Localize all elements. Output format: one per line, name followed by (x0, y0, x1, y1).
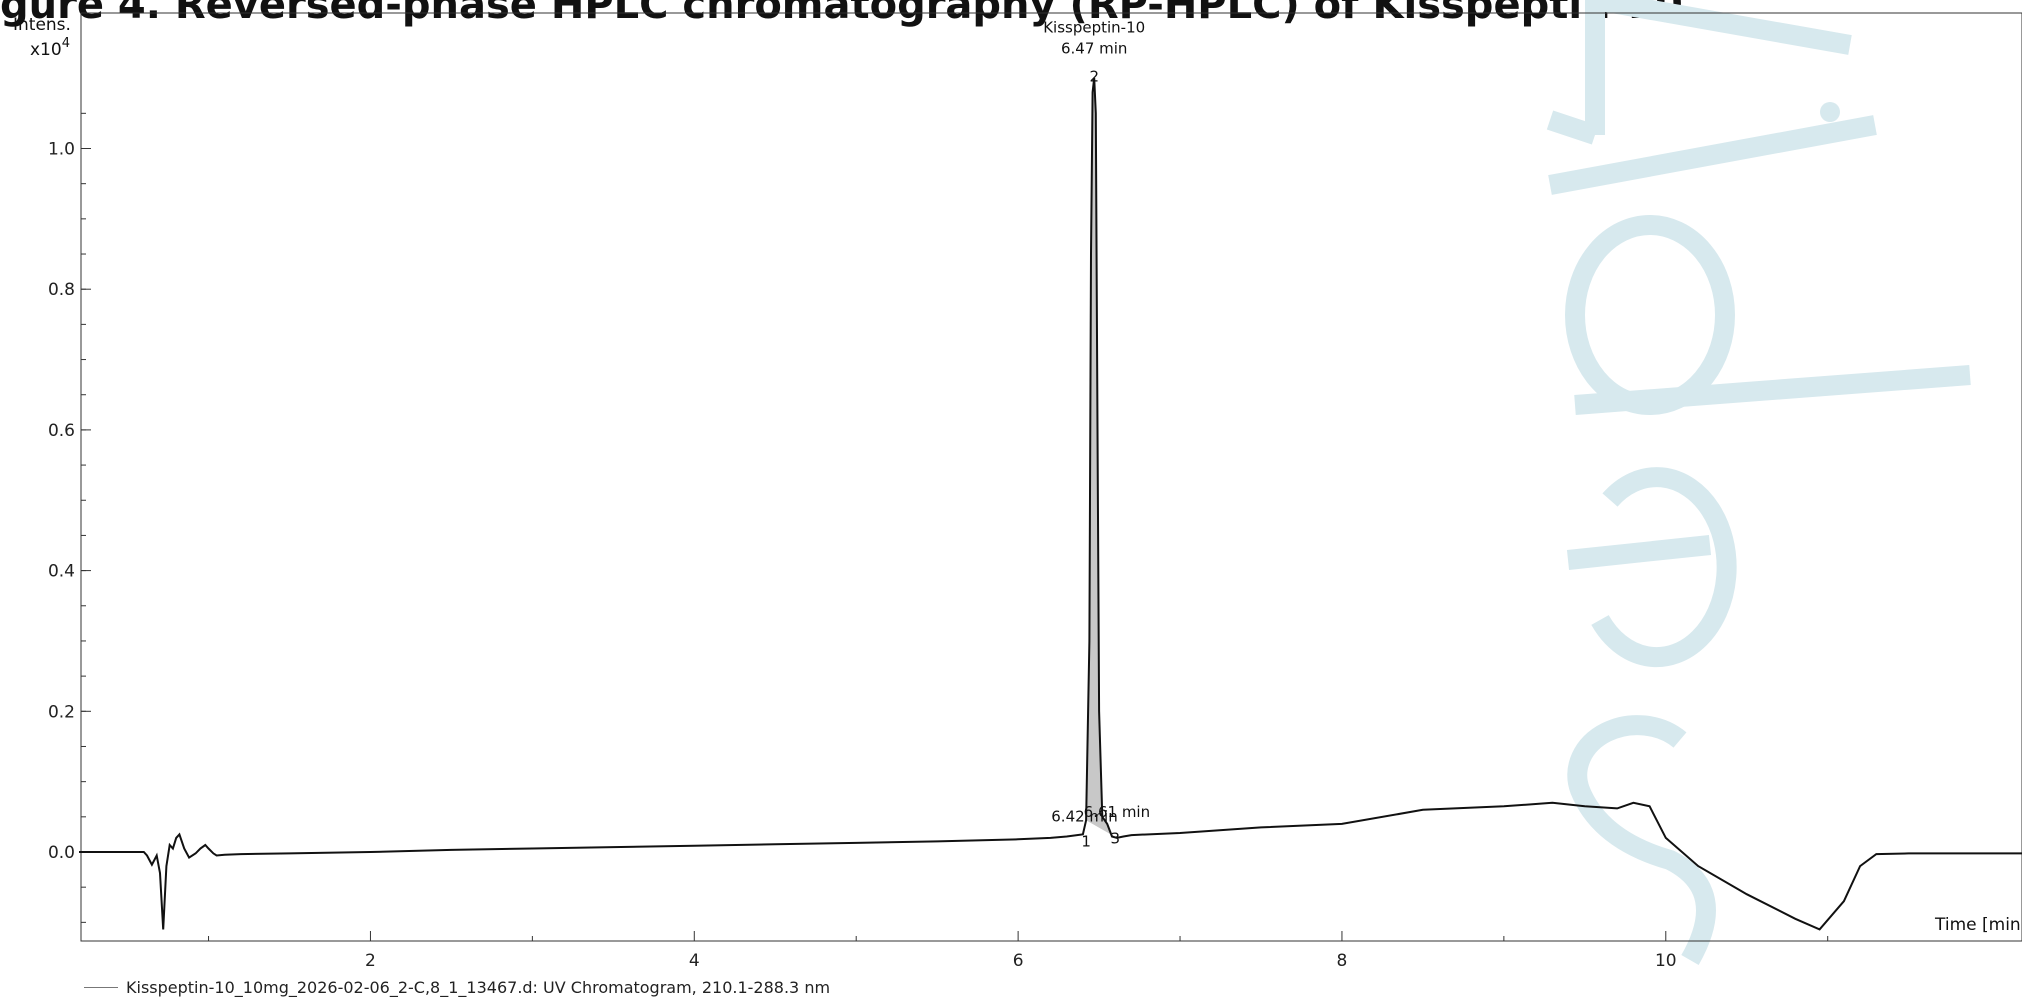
legend: Kisspeptin-10_10mg_2026-02-06_2-C,8_1_13… (84, 978, 830, 997)
peak-area (1086, 78, 1117, 838)
y-axis: 0.0 0.2 0.4 0.6 0.8 1.0 (48, 112, 91, 923)
peak-label: 6.61 min (1084, 803, 1150, 821)
x-tick-label: 2 (365, 951, 376, 971)
legend-entry: Kisspeptin-10_10mg_2026-02-06_2-C,8_1_13… (126, 978, 831, 997)
chart-title: gure 4. Reversed-phase HPLC chromatograp… (0, 0, 1683, 28)
x-tick-label: 6 (1013, 951, 1024, 971)
peak-annotations: Kisspeptin-10 6.47 min 2 6.42 min 1 6.61 min 3 (1043, 18, 1150, 850)
peak-label: 6.42 min (1051, 808, 1117, 826)
x-tick-label: 10 (1655, 951, 1677, 971)
y-axis-exponent: x104 (30, 36, 70, 60)
peak-label: 3 (1110, 830, 1120, 848)
y-tick-label: 0.8 (48, 280, 75, 300)
x-axis: 2 4 6 8 10 (208, 931, 1829, 971)
x-tick-label: 8 (1337, 951, 1348, 971)
y-tick-label: 0.4 (48, 562, 75, 582)
peak-label: 6.47 min (1061, 40, 1127, 58)
y-tick-label: 1.0 (48, 140, 75, 160)
plot-frame (80, 12, 2022, 942)
y-axis-label: Intens. (13, 15, 71, 35)
x-axis-label: Time [min] (1934, 915, 2022, 935)
y-tick-label: 0.0 (48, 843, 75, 863)
legend-swatch (84, 987, 118, 988)
peak-label: Kisspeptin-10 (1043, 18, 1145, 36)
y-tick-label: 0.6 (48, 421, 75, 441)
y-tick-label: 0.2 (48, 702, 75, 722)
x-tick-label: 4 (689, 951, 700, 971)
peak-label: 1 (1081, 832, 1091, 850)
series-line (79, 77, 2022, 931)
peak-label: 2 (1089, 68, 1099, 86)
